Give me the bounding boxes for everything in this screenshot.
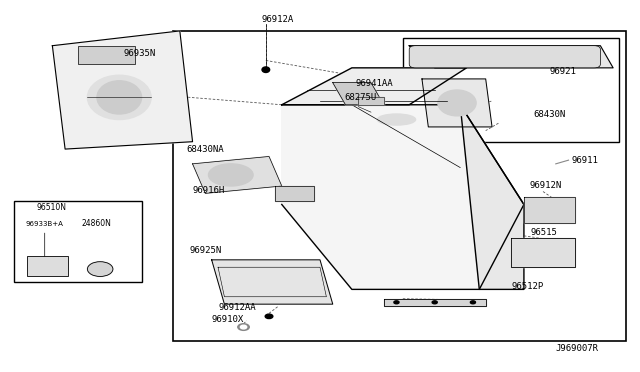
Text: 96515: 96515 [531, 228, 557, 237]
Polygon shape [275, 186, 314, 201]
Ellipse shape [438, 90, 476, 116]
Polygon shape [52, 31, 193, 149]
Ellipse shape [97, 81, 141, 114]
Polygon shape [193, 157, 282, 193]
Ellipse shape [209, 164, 253, 186]
Text: 96911: 96911 [572, 155, 598, 165]
Text: 96921: 96921 [549, 67, 576, 76]
Polygon shape [511, 238, 575, 267]
Text: 96912N: 96912N [529, 182, 561, 190]
Bar [403, 38, 620, 142]
Text: 96910X: 96910X [212, 315, 244, 324]
Polygon shape [409, 46, 613, 68]
Ellipse shape [265, 314, 273, 318]
Polygon shape [422, 79, 492, 127]
Text: 24860N: 24860N [81, 219, 111, 228]
Text: 96912AA: 96912AA [218, 302, 255, 312]
Ellipse shape [262, 67, 269, 73]
Ellipse shape [88, 75, 151, 119]
Bar [78, 46, 135, 64]
Polygon shape [282, 105, 524, 289]
Text: J969007R: J969007R [556, 344, 599, 353]
Ellipse shape [238, 324, 249, 330]
Bar [173, 31, 626, 341]
Ellipse shape [470, 301, 476, 304]
Text: 96912A: 96912A [261, 15, 294, 24]
Ellipse shape [394, 301, 399, 304]
Text: 68430NA: 68430NA [186, 145, 224, 154]
Polygon shape [282, 68, 467, 105]
Bar [27, 256, 68, 276]
Ellipse shape [378, 114, 415, 125]
Text: 96925N: 96925N [189, 246, 221, 255]
Polygon shape [212, 260, 333, 304]
Text: 96512P: 96512P [511, 282, 543, 291]
Bar [14, 201, 141, 282]
FancyBboxPatch shape [409, 46, 600, 68]
Polygon shape [333, 83, 384, 105]
Ellipse shape [432, 301, 437, 304]
Polygon shape [460, 105, 524, 289]
Text: 96941AA: 96941AA [355, 79, 393, 88]
Polygon shape [358, 97, 384, 105]
Text: 96916H: 96916H [193, 186, 225, 195]
Ellipse shape [241, 325, 246, 329]
Polygon shape [384, 299, 486, 306]
Text: 96933B+A: 96933B+A [26, 221, 63, 227]
Text: 96510N: 96510N [36, 203, 67, 212]
Text: 68275U: 68275U [344, 93, 376, 102]
Ellipse shape [88, 262, 113, 276]
Text: 68430N: 68430N [534, 109, 566, 119]
Text: 96935N: 96935N [124, 49, 156, 58]
Polygon shape [524, 197, 575, 223]
